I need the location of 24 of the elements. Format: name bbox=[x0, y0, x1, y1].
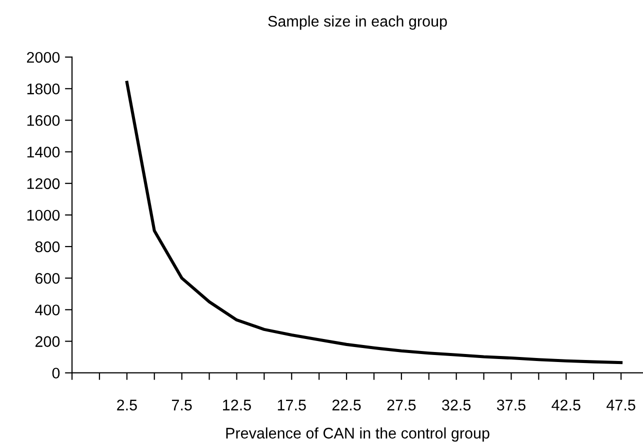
x-tick-label: 7.5 bbox=[172, 400, 192, 410]
x-tick-label: 42.5 bbox=[552, 400, 580, 410]
x-tick-label: 2.5 bbox=[117, 400, 137, 410]
chart-title: Sample size in each group bbox=[268, 15, 447, 30]
x-tick-label: 32.5 bbox=[442, 400, 471, 410]
x-tick-label: 12.5 bbox=[223, 400, 251, 410]
y-tick-label: 1200 bbox=[27, 178, 60, 190]
x-tick-label: 47.5 bbox=[606, 400, 636, 410]
y-tick-label: 1400 bbox=[27, 146, 60, 158]
x-tick-label: 17.5 bbox=[278, 400, 306, 410]
y-tick-label: 800 bbox=[35, 241, 60, 252]
line-series bbox=[125, 80, 623, 364]
y-tick-label: 0 bbox=[52, 368, 60, 379]
x-tick-label: 22.5 bbox=[332, 400, 361, 410]
y-tick-label: 400 bbox=[35, 304, 60, 316]
y-tick-label: 600 bbox=[36, 272, 60, 284]
y-tick-label: 1800 bbox=[27, 84, 60, 94]
y-tick-label: 2000 bbox=[26, 52, 60, 63]
x-axis-title: Prevalence of CAN in the control group bbox=[226, 427, 490, 442]
y-tick-label: 200 bbox=[35, 336, 60, 347]
x-tick-label: 27.5 bbox=[387, 400, 416, 410]
y-tick-label: 1600 bbox=[27, 115, 60, 126]
x-tick-label: 37.5 bbox=[496, 400, 526, 410]
y-tick-label: 1000 bbox=[27, 210, 60, 221]
